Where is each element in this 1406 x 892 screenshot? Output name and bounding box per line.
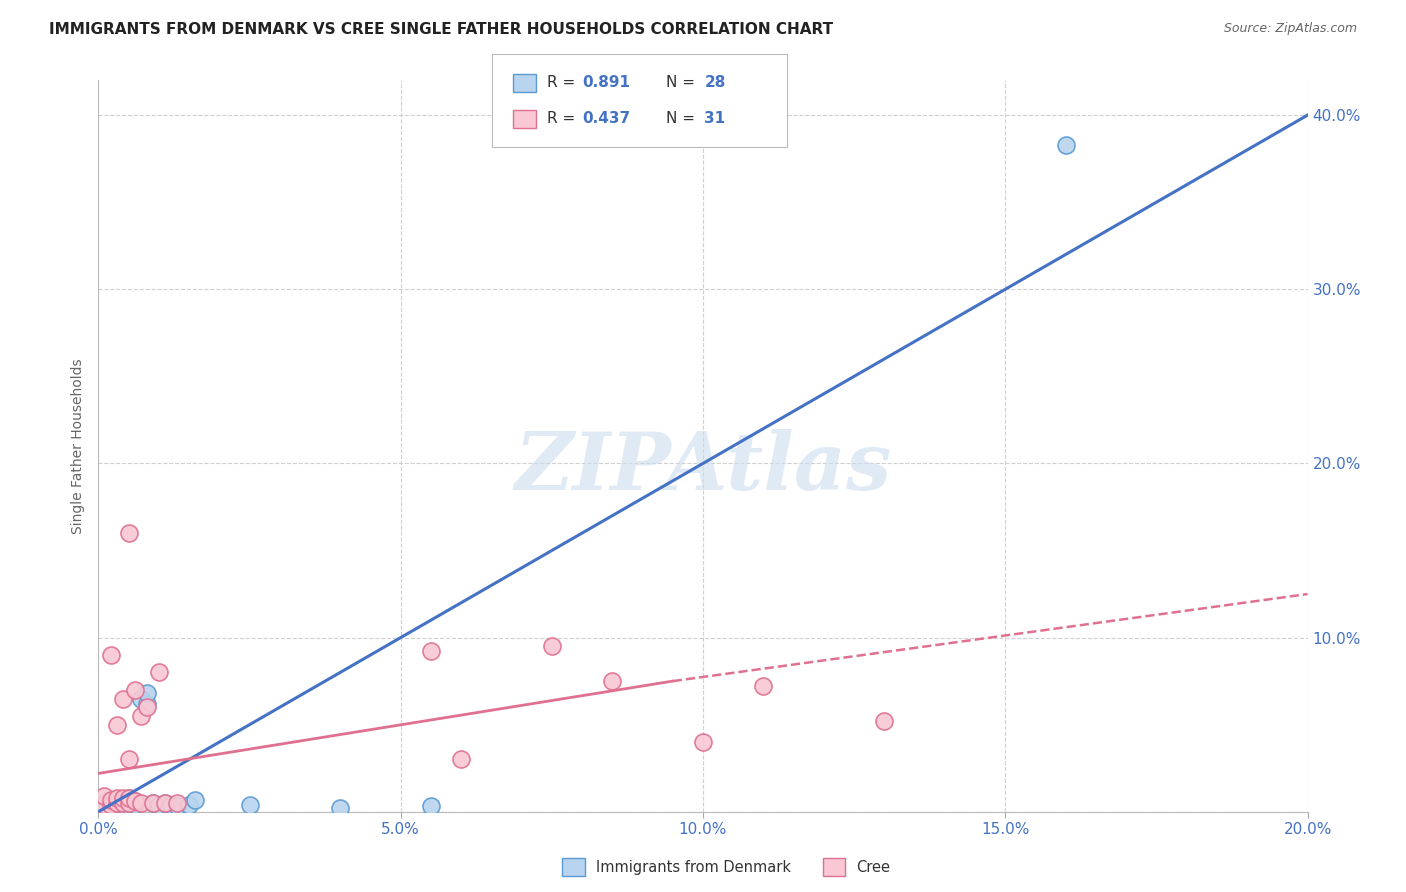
Point [118, 752, 141, 766]
Point [105, 796, 128, 810]
Point [153, 796, 176, 810]
Point [420, 799, 443, 814]
Point [540, 640, 562, 654]
Point [118, 796, 141, 810]
Point [129, 709, 152, 723]
Point [135, 686, 157, 700]
Point [142, 796, 165, 810]
Point [160, 797, 183, 812]
Point [105, 796, 128, 810]
Text: R =: R = [547, 76, 575, 90]
Point [129, 796, 152, 810]
Text: Immigrants from Denmark: Immigrants from Denmark [596, 860, 792, 874]
Point [124, 797, 146, 812]
Text: 0.437: 0.437 [582, 112, 630, 126]
Point [118, 799, 141, 814]
Point [602, 674, 624, 689]
Point [450, 752, 472, 766]
Point [153, 796, 176, 810]
Point [135, 697, 157, 711]
Text: 31: 31 [704, 112, 725, 126]
Point [692, 735, 714, 749]
Text: 28: 28 [704, 76, 725, 90]
Text: R =: R = [547, 112, 575, 126]
Point [111, 790, 134, 805]
Point [111, 691, 134, 706]
Point [873, 714, 896, 728]
Point [142, 796, 165, 810]
Point [124, 682, 146, 697]
Point [329, 801, 352, 815]
Point [752, 679, 775, 693]
Text: IMMIGRANTS FROM DENMARK VS CREE SINGLE FATHER HOUSEHOLDS CORRELATION CHART: IMMIGRANTS FROM DENMARK VS CREE SINGLE F… [49, 22, 834, 37]
Point [100, 797, 122, 812]
Point [179, 797, 201, 812]
Point [100, 799, 122, 814]
Point [111, 797, 134, 812]
Point [118, 790, 141, 805]
Text: Source: ZipAtlas.com: Source: ZipAtlas.com [1223, 22, 1357, 36]
Point [1054, 137, 1077, 152]
Point [124, 794, 146, 808]
Point [93, 796, 115, 810]
Text: N =: N = [666, 112, 696, 126]
Text: Cree: Cree [856, 860, 890, 874]
Point [93, 797, 115, 812]
Y-axis label: Single Father Households: Single Father Households [72, 359, 86, 533]
Point [105, 717, 128, 731]
Text: ZIPAtlas: ZIPAtlas [515, 429, 891, 507]
Point [420, 644, 443, 658]
Point [148, 665, 170, 680]
Point [135, 700, 157, 714]
Point [105, 792, 128, 806]
Point [118, 526, 141, 541]
Point [118, 796, 141, 810]
Point [111, 794, 134, 808]
Point [124, 794, 146, 808]
Point [184, 792, 207, 806]
Text: 0.891: 0.891 [582, 76, 630, 90]
Point [239, 797, 262, 812]
Point [93, 789, 115, 803]
Point [105, 790, 128, 805]
Point [100, 648, 122, 662]
Point [148, 797, 170, 812]
Point [100, 792, 122, 806]
Point [111, 796, 134, 810]
Point [93, 799, 115, 814]
Point [105, 799, 128, 814]
Point [166, 799, 188, 814]
Point [129, 691, 152, 706]
Point [118, 790, 141, 805]
Point [166, 796, 188, 810]
Text: N =: N = [666, 76, 696, 90]
Point [100, 794, 122, 808]
